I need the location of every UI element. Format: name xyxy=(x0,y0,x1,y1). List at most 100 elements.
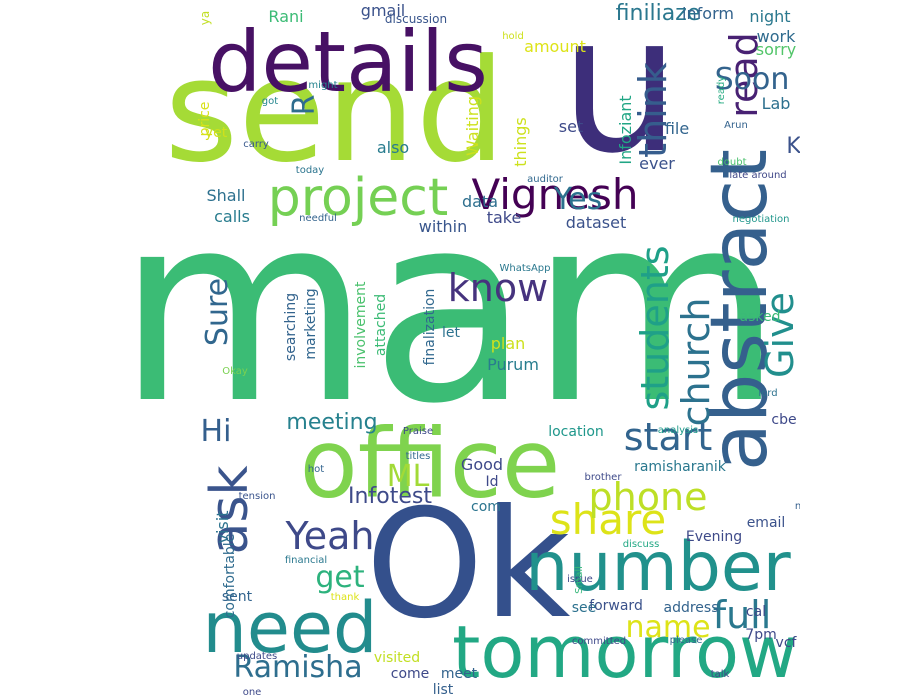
cloud-word: Give xyxy=(758,292,800,378)
cloud-word: finiliaze xyxy=(615,1,701,26)
cloud-word: need xyxy=(202,587,378,669)
cloud-word: issue xyxy=(567,574,593,585)
cloud-word: Soon xyxy=(714,62,790,97)
cloud-word: Infoziant xyxy=(616,95,635,165)
cloud-word: also xyxy=(376,138,410,157)
cloud-word: carry xyxy=(243,139,269,150)
cloud-word: gmail xyxy=(360,1,406,20)
cloud-word: yet xyxy=(204,125,228,141)
cloud-word: Id xyxy=(485,474,499,490)
cloud-word: R xyxy=(287,94,322,116)
cloud-word: tomorrow xyxy=(452,610,798,694)
cloud-word: one xyxy=(242,687,262,698)
cloud-word: attached xyxy=(373,293,389,357)
cloud-word: name xyxy=(625,610,711,645)
cloud-word: please xyxy=(669,635,703,646)
cloud-word: u xyxy=(559,0,681,195)
cloud-word: financial xyxy=(284,555,328,566)
cloud-word: number xyxy=(525,528,791,607)
cloud-word: calls xyxy=(214,207,250,226)
cloud-word: updates xyxy=(236,651,278,662)
cloud-word: hold xyxy=(502,31,524,42)
cloud-word: Sure xyxy=(200,277,235,347)
cloud-word: set xyxy=(558,117,584,136)
cloud-word: lord xyxy=(758,388,778,399)
cloud-word: visited xyxy=(373,650,421,666)
cloud-word: Yes xyxy=(553,182,603,217)
cloud-word: hot xyxy=(307,464,325,475)
cloud-word: today xyxy=(295,165,325,176)
cloud-word: share xyxy=(549,495,667,544)
cloud-word: searching xyxy=(283,292,299,362)
cloud-word: start xyxy=(623,415,713,459)
cloud-word: Good xyxy=(460,455,504,474)
cloud-word: work xyxy=(756,27,796,46)
cloud-word: think xyxy=(631,62,675,158)
cloud-word: Shall xyxy=(206,186,246,205)
cloud-word: know xyxy=(447,266,549,310)
cloud-word: Kk xyxy=(786,134,800,159)
cloud-word: marketing xyxy=(303,288,319,360)
cloud-word: Small xyxy=(574,566,585,594)
cloud-word: discuss xyxy=(622,539,660,550)
cloud-word: tension xyxy=(238,491,276,502)
cloud-word: Rani xyxy=(268,7,304,26)
cloud-word: might xyxy=(308,80,338,91)
cloud-word: come xyxy=(390,666,430,682)
cloud-word: office xyxy=(299,409,561,520)
cloud-word: within xyxy=(418,217,468,236)
cloud-word: analysis xyxy=(657,425,699,436)
cloud-word: phone xyxy=(588,475,708,519)
cloud-word: titles xyxy=(405,451,431,462)
cloud-word: doubt xyxy=(717,157,747,168)
cloud-word: discussion xyxy=(384,12,448,26)
cloud-word: get xyxy=(315,560,365,595)
cloud-word: 7pm xyxy=(745,627,777,643)
cloud-word: students xyxy=(633,245,677,411)
cloud-word: plan xyxy=(490,334,526,353)
cloud-word: meet xyxy=(440,666,478,682)
cloud-word: WhatsApp xyxy=(499,263,551,274)
cloud-word: project xyxy=(267,168,449,228)
cloud-word: things xyxy=(511,117,530,167)
cloud-word: comfortable xyxy=(222,533,238,619)
cloud-word: auditor xyxy=(527,174,563,185)
cloud-word: amount xyxy=(524,37,586,56)
cloud-word: meeting xyxy=(286,410,378,435)
cloud-word: cbe xyxy=(771,412,797,428)
cloud-word: Praise xyxy=(402,426,434,437)
cloud-word: talk xyxy=(710,669,730,680)
cloud-word: list xyxy=(432,682,454,698)
cloud-word: Lab xyxy=(761,94,791,113)
cloud-word: com xyxy=(471,499,501,515)
cloud-word: Hi xyxy=(200,414,232,449)
cloud-word: file xyxy=(664,119,690,138)
cloud-word: address xyxy=(663,600,719,616)
cloud-word: ever xyxy=(639,154,675,173)
word-cloud: mam send u Ok office tomorrow number abstract ne… xyxy=(100,0,800,700)
cloud-word: asked xyxy=(739,309,781,325)
cloud-word: take xyxy=(486,208,522,227)
cloud-word: committed xyxy=(571,636,627,647)
cloud-word: inform xyxy=(682,4,734,23)
cloud-word: see xyxy=(571,600,597,616)
cloud-word: Infotest xyxy=(348,484,432,509)
cloud-word: details xyxy=(208,13,488,111)
cloud-word: data xyxy=(461,192,499,211)
cloud-word: ML xyxy=(386,459,430,494)
cloud-word: negotiation xyxy=(732,214,790,225)
cloud-word: vcf xyxy=(775,635,797,651)
cloud-word: dataset xyxy=(565,213,627,232)
cloud-word: night xyxy=(749,7,791,26)
cloud-word: email xyxy=(746,515,786,531)
cloud-word: Okay xyxy=(222,366,248,377)
cloud-word: church xyxy=(674,297,718,427)
cloud-word: sent xyxy=(221,589,253,605)
cloud-word: brother xyxy=(584,472,622,483)
cloud-word: Vignesh xyxy=(471,170,639,219)
cloud-word: mam xyxy=(117,159,783,461)
cloud-word: Purum xyxy=(487,355,539,374)
cloud-word: Yeah xyxy=(285,514,375,558)
cloud-word: thank xyxy=(330,592,360,603)
cloud-word: ya xyxy=(198,10,212,26)
